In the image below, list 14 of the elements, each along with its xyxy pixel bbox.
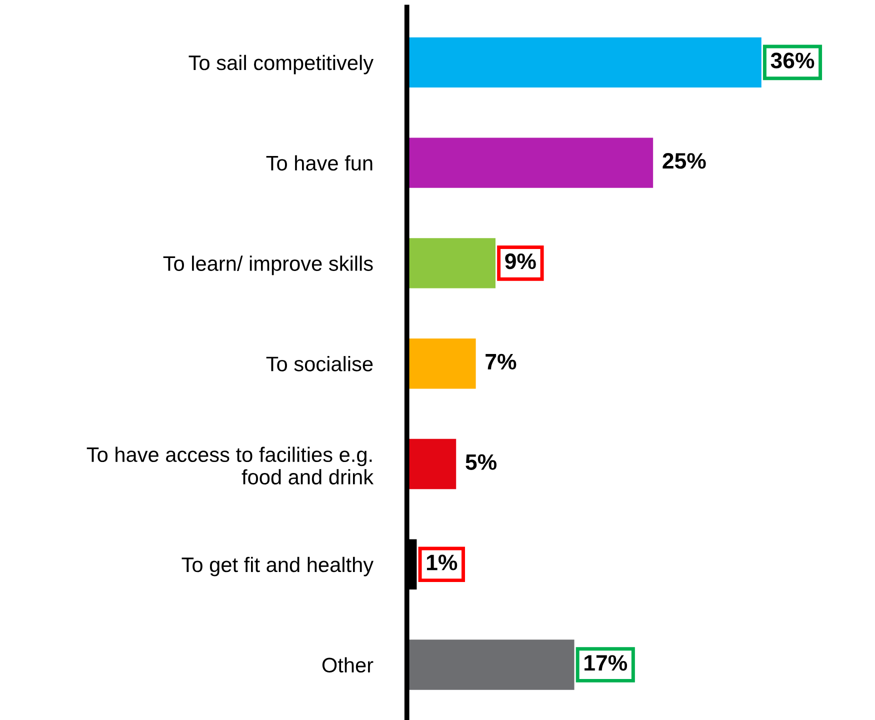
y-tick-label: To socialise [266, 356, 373, 372]
data-label: 9% [505, 253, 536, 270]
data-label: 1% [426, 554, 458, 570]
y-tick-label: To have fun [266, 155, 372, 171]
data-label: 25% [662, 153, 706, 169]
data-label: 36% [770, 52, 814, 68]
y-tick-label: To get fit and healthy [182, 556, 374, 576]
y-tick-label: To learn/ improve skills [163, 256, 373, 276]
y-tick-label: Other [322, 657, 374, 673]
y-tick-label: To sail competitively [188, 54, 374, 74]
data-label: 17% [584, 655, 628, 671]
y-tick-label: To have access to facilities e.g. food and drink [86, 446, 374, 484]
data-label: 7% [486, 354, 516, 370]
data-label: 5% [466, 454, 497, 470]
